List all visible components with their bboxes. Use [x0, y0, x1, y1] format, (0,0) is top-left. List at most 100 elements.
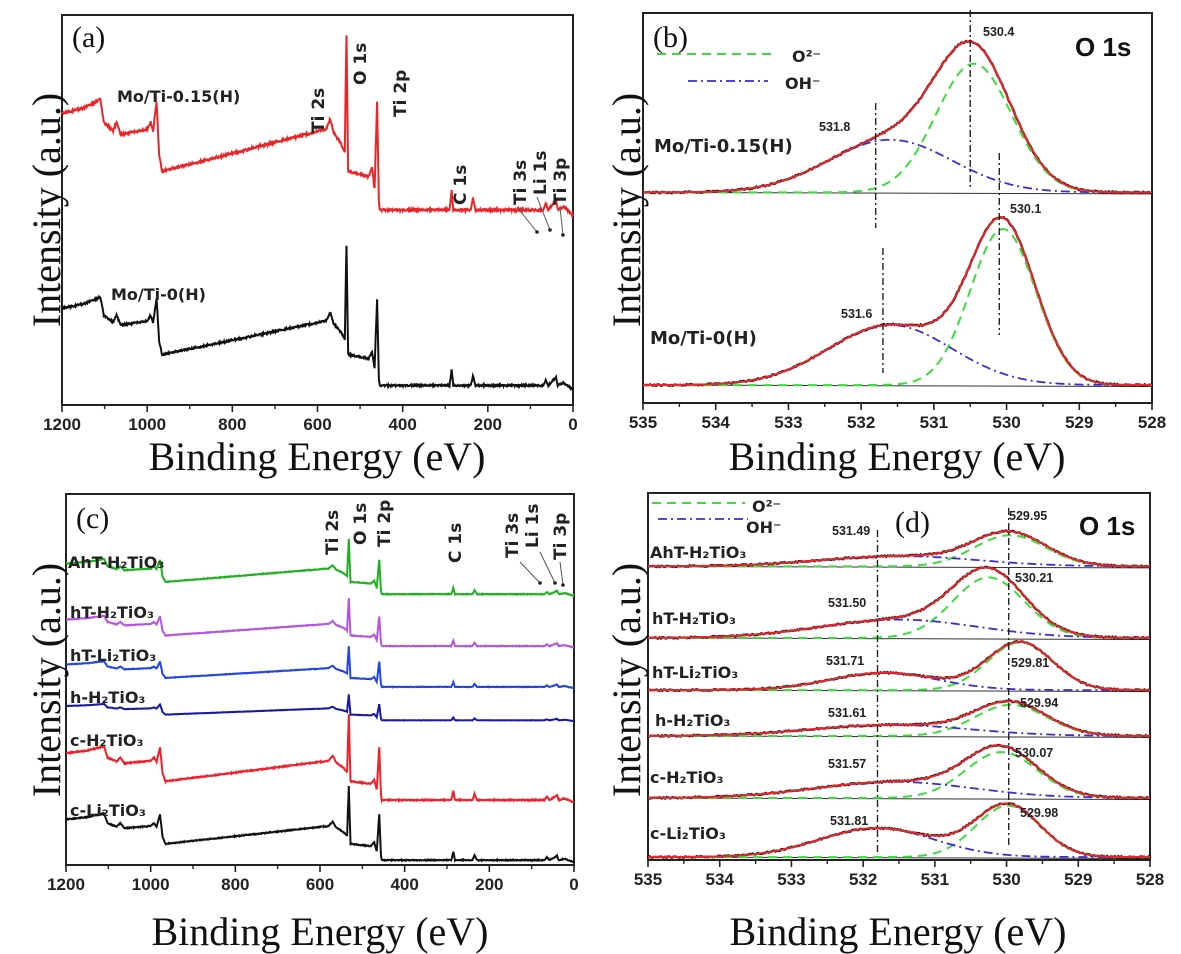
peak-value-label: 531.8	[819, 120, 850, 134]
x-tick-label: 1000	[128, 415, 166, 434]
peak-label: Ti 2p	[391, 70, 411, 117]
peak-value-label: 531.57	[828, 757, 866, 771]
x-tick-label: 200	[474, 415, 502, 434]
arrow-head	[535, 230, 539, 234]
x-tick-label: 1000	[132, 875, 170, 894]
spectrum-line-4	[65, 714, 575, 804]
panel-b	[642, 10, 1153, 410]
peak-label: C 1s	[446, 523, 466, 563]
arrow-head	[561, 233, 565, 237]
peak-value-label: 530.21	[1015, 571, 1053, 585]
o2-component-curve	[643, 228, 1152, 387]
x-tick-label: 600	[306, 875, 334, 894]
peak-label: C 1s	[451, 165, 471, 205]
x-tick-label: 532	[847, 413, 875, 432]
peak-value-label: 531.71	[826, 654, 864, 668]
x-tick-label: 528	[1136, 870, 1164, 889]
x-tick-label: 1200	[47, 875, 85, 894]
peak-label: Ti 3s	[511, 160, 531, 205]
arrow-head	[548, 228, 552, 232]
x-tick-label: 529	[1064, 870, 1092, 889]
spectrum-line-1	[61, 245, 574, 392]
x-tick-label: 200	[475, 875, 503, 894]
arrow-line	[536, 196, 551, 231]
measured-curve	[642, 215, 1153, 388]
x-axis-label: Binding Energy (eV)	[149, 434, 486, 479]
fit-envelope-curve	[648, 640, 1150, 692]
x-tick-label: 531	[920, 413, 948, 432]
y-axis-label: Intensity (a.u.)	[604, 563, 649, 797]
panel-tag: (b)	[653, 21, 688, 54]
peak-label: Ti 3s	[503, 513, 523, 558]
measured-curve	[643, 39, 1153, 195]
peak-value-label: 529.98	[1020, 806, 1058, 820]
series-label: c-Li₂TiO₃	[70, 801, 146, 820]
o2-component-curve	[648, 751, 1150, 799]
arrow-head	[553, 581, 557, 585]
peak-label: Li 1s	[531, 150, 551, 195]
peak-value-label: 531.49	[832, 524, 870, 538]
panel-a	[61, 14, 574, 412]
peak-label: Ti 2s	[309, 88, 329, 133]
peak-value-label: 529.81	[1011, 656, 1049, 670]
peak-value-label: 531.50	[828, 596, 866, 610]
arrow-line	[539, 551, 556, 584]
series-label: c-H₂TiO₃	[650, 768, 724, 787]
spectrum-line-2	[65, 646, 575, 690]
series-label: hT-Li₂TiO₃	[70, 646, 156, 665]
arrow-line	[519, 561, 541, 584]
panel-tag: (c)	[76, 502, 109, 535]
background-line	[642, 191, 1153, 195]
series-label: hT-H₂TiO₃	[652, 609, 736, 628]
arrow-line	[516, 206, 538, 233]
y-axis-label: Intensity (a.u.)	[24, 563, 69, 797]
peak-label: O 1s	[351, 43, 371, 85]
x-tick-label: 800	[218, 415, 246, 434]
core-level-title: O 1s	[1075, 32, 1131, 62]
x-tick-label: 600	[303, 415, 331, 434]
series-label: Mo/Ti-0(H)	[650, 328, 757, 349]
series-label: h-H₂TiO₃	[655, 711, 730, 730]
series-label: h-H₂TiO₃	[70, 688, 145, 707]
peak-label: Ti 3p	[551, 513, 571, 560]
spectrum-line-0	[65, 538, 575, 598]
peak-value-label: 531.6	[841, 307, 872, 321]
legend-oh-label: OH⁻	[785, 74, 820, 93]
x-tick-label: 532	[849, 870, 877, 889]
y-axis-label: Intensity (a.u.)	[24, 93, 69, 327]
series-label: Mo/Ti-0.15(H)	[117, 87, 240, 106]
x-tick-label: 533	[777, 870, 805, 889]
peak-label: Ti 3p	[551, 158, 571, 205]
series-label: c-Li₂TiO₃	[650, 824, 726, 843]
fit-envelope-curve	[648, 530, 1150, 568]
fit-envelope-curve	[648, 802, 1150, 859]
peak-value-label: 531.61	[828, 706, 866, 720]
arrow-line	[559, 206, 564, 236]
panel-c	[65, 493, 575, 872]
panel-tag: (d)	[895, 506, 930, 539]
peak-label: Ti 2s	[323, 510, 343, 555]
fit-envelope-curve	[647, 744, 1150, 799]
x-tick-label: 530	[992, 870, 1020, 889]
series-label: hT-H₂TiO₃	[70, 603, 154, 622]
series-label: AhT-H₂TiO₃	[68, 553, 164, 572]
x-tick-label: 529	[1065, 413, 1093, 432]
x-tick-label: 534	[706, 870, 735, 889]
fit-envelope-curve	[648, 566, 1150, 639]
x-tick-label: 0	[569, 875, 578, 894]
peak-label: Li 1s	[523, 503, 543, 548]
o2-component-curve	[648, 804, 1150, 859]
x-tick-label: 400	[390, 875, 418, 894]
x-tick-label: 534	[702, 413, 731, 432]
series-label: c-H₂TiO₃	[70, 731, 144, 750]
spectrum-line-5	[65, 785, 575, 864]
peak-value-label: 529.95	[1009, 509, 1047, 523]
legend-oh-label: OH⁻	[746, 518, 781, 537]
x-tick-label: 535	[629, 413, 657, 432]
peak-value-label: 530.4	[983, 25, 1014, 39]
legend-o2-label: O²⁻	[752, 497, 781, 516]
x-axis-label: Binding Energy (eV)	[730, 909, 1067, 954]
o2-component-curve	[643, 62, 1152, 194]
